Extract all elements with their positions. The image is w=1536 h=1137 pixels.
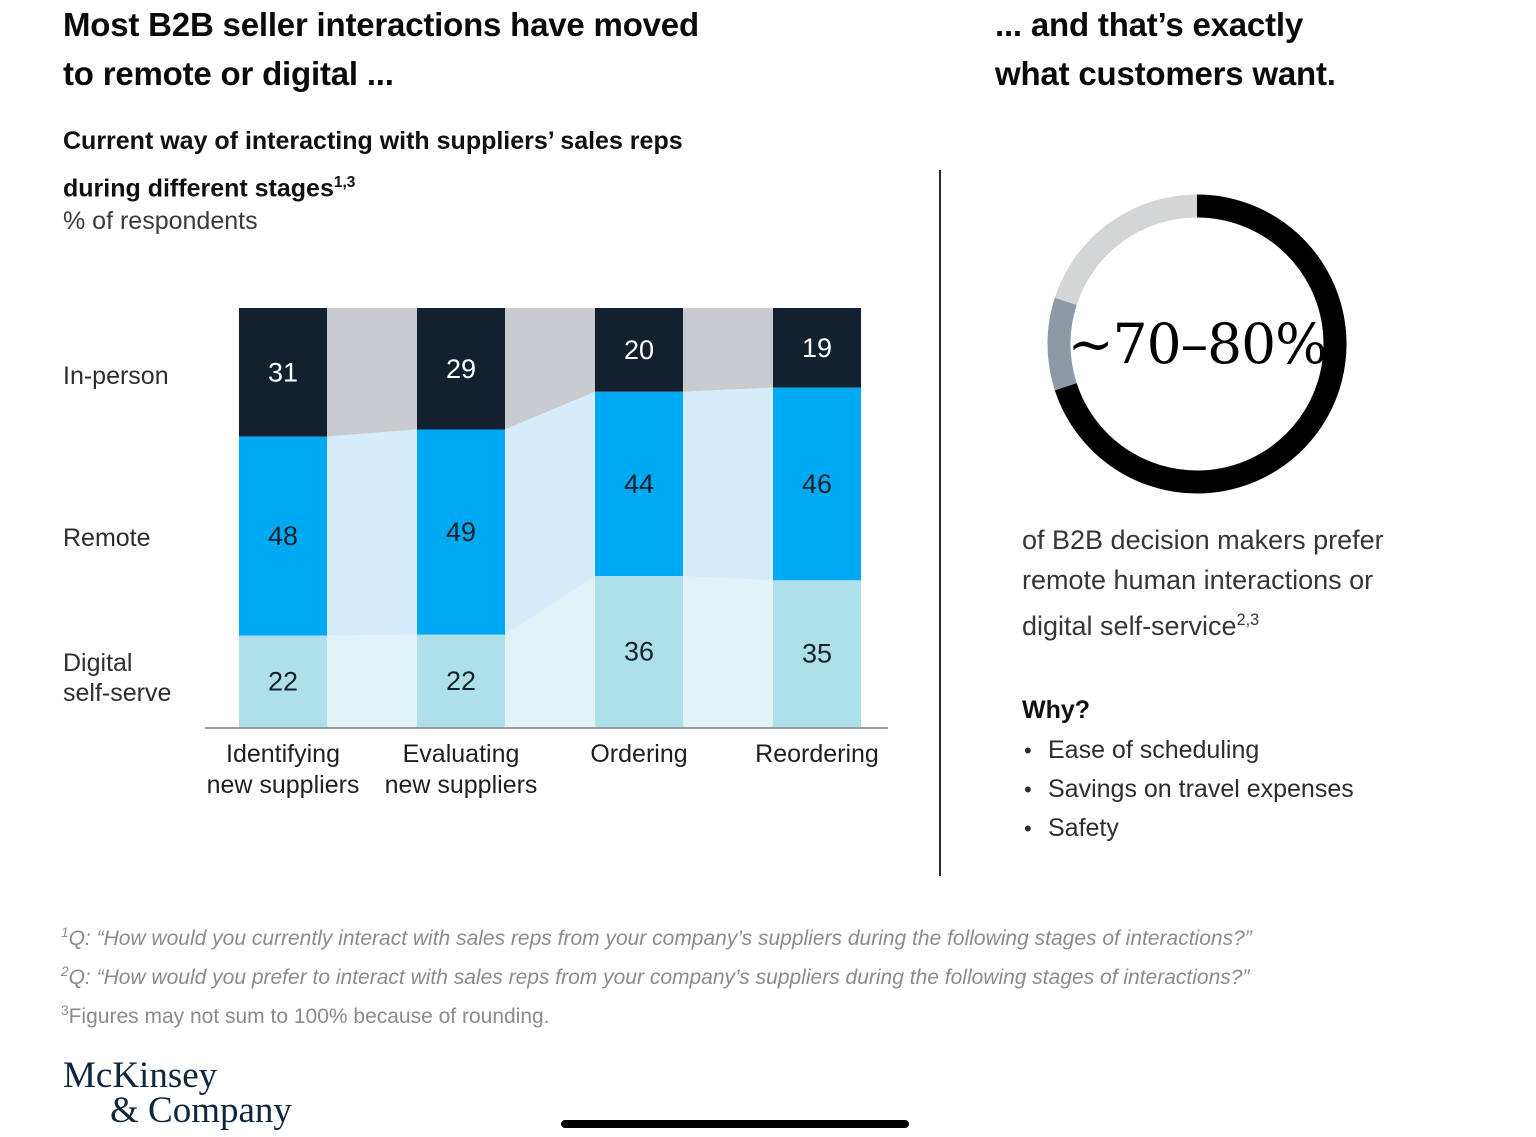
footnote-3: 3Figures may not sum to 100% because of … <box>61 994 1252 1033</box>
donut-segment-prefer-remote-or-digital-lower-bound- <box>1054 194 1347 494</box>
bar-value-label: 22 <box>268 666 298 696</box>
row-label-remote: Remote <box>63 524 151 552</box>
why-bullet-savings-on-travel: Savings on travel expenses <box>1022 770 1354 809</box>
donut-caption-footnote-marker: 2,3 <box>1236 611 1260 629</box>
bar-segment-digital-self-serve <box>595 576 683 727</box>
connector-band-in-person <box>505 308 595 430</box>
donut-segment-remainder <box>1054 194 1198 306</box>
donut-segment-range-to-upper-bound <box>1047 297 1077 391</box>
left-title-line-2: to remote or digital ... <box>63 55 394 92</box>
connector-band-remote <box>505 391 595 635</box>
mckinsey-logo-line-2: & Company <box>110 1090 292 1131</box>
bar-segment-remote <box>595 391 683 577</box>
why-bullet-list: Ease of scheduling Savings on travel exp… <box>1022 731 1354 848</box>
footnote-3-text: Figures may not sum to 100% because of r… <box>68 1005 550 1028</box>
row-label-digital-self-serve: Digital self-serve <box>63 648 171 708</box>
chart-subtitle-line-1: Current way of interacting with supplier… <box>63 127 683 155</box>
row-label-digital-line-1: Digital <box>63 649 133 677</box>
footnote-1-marker: 1 <box>61 925 69 940</box>
category-label-reordering: Reordering <box>697 739 937 770</box>
bar-segment-in-person <box>417 308 505 430</box>
category-label-line: Reordering <box>755 740 879 768</box>
category-label-ordering: Ordering <box>519 739 759 770</box>
bar-value-label: 36 <box>624 637 654 667</box>
bar-value-label: 19 <box>802 333 832 363</box>
left-title-line-1: Most B2B seller interactions have moved <box>63 6 699 43</box>
bar-value-label: 22 <box>446 666 476 696</box>
bar-value-label: 44 <box>624 469 654 499</box>
chart-subtitle-footnote-marker: 1,3 <box>333 174 356 191</box>
connector-band-in-person <box>683 308 773 392</box>
bar-value-label: 46 <box>802 469 832 499</box>
category-label-line: Ordering <box>590 740 688 768</box>
donut-caption: of B2B decision makers prefer remote hum… <box>1022 520 1384 646</box>
category-label-identifying-new-suppliers: Identifying new suppliers <box>163 739 403 801</box>
footnote-1-text: Q: “How would you currently interact wit… <box>68 927 1252 950</box>
connector-band-digital-self-serve <box>683 576 773 727</box>
bar-value-label: 48 <box>268 521 298 551</box>
category-label-line: new suppliers <box>384 771 538 799</box>
row-label-digital-line-2: self-serve <box>63 679 172 707</box>
donut-center-value: ~70–80% <box>1067 312 1328 376</box>
connector-band-remote <box>327 429 417 636</box>
bar-segment-in-person <box>773 308 861 388</box>
bar-segment-remote <box>239 436 327 636</box>
right-title-line-1: ... and that’s exactly <box>995 6 1303 43</box>
why-bullet-safety: Safety <box>1022 809 1354 848</box>
bar-segment-digital-self-serve <box>773 580 861 727</box>
mckinsey-logo-line-1: McKinsey <box>63 1055 218 1096</box>
chart-subtitle-line-2-text: during different stages <box>63 174 334 203</box>
donut-chart <box>1047 194 1347 494</box>
bar-value-label: 20 <box>624 335 654 365</box>
stacked-bar-chart: 31 48 22 29 49 22 20 44 36 19 46 35 <box>205 308 888 729</box>
category-label-line: Evaluating <box>402 740 520 768</box>
donut-caption-line-2: remote human interactions or <box>1022 565 1374 595</box>
bar-segment-in-person <box>239 308 327 437</box>
donut-caption-line-1: of B2B decision makers prefer <box>1022 525 1384 555</box>
chart-subtitle: Current way of interacting with supplier… <box>63 120 683 209</box>
bar-value-label: 35 <box>802 639 832 669</box>
left-title: Most B2B seller interactions have moved … <box>63 0 699 98</box>
footnotes: 1Q: “How would you currently interact wi… <box>61 916 1252 1033</box>
donut-caption-line-3: digital self-service2,3 <box>1022 600 1384 646</box>
bar-value-label: 29 <box>446 354 476 384</box>
footnote-2: 2Q: “How would you prefer to interact wi… <box>61 955 1252 994</box>
footnote-1: 1Q: “How would you currently interact wi… <box>61 916 1252 955</box>
bar-segment-digital-self-serve <box>417 634 505 727</box>
why-heading: Why? <box>1022 696 1091 724</box>
category-label-line: Identifying <box>226 740 340 768</box>
row-label-in-person: In-person <box>63 362 169 390</box>
right-title: ... and that’s exactly what customers wa… <box>995 0 1336 98</box>
bottom-divider-bar <box>561 1120 909 1128</box>
section-divider <box>939 170 941 876</box>
bar-segment-digital-self-serve <box>239 635 327 727</box>
why-bullet-ease-of-scheduling: Ease of scheduling <box>1022 731 1354 770</box>
connector-band-digital-self-serve <box>505 576 595 727</box>
chart-unit-label: % of respondents <box>63 207 258 235</box>
category-label-evaluating-new-suppliers: Evaluating new suppliers <box>341 739 581 801</box>
footnote-2-marker: 2 <box>61 964 69 979</box>
footnote-2-text: Q: “How would you prefer to interact wit… <box>68 966 1250 989</box>
bar-segment-in-person <box>595 308 683 392</box>
bar-value-label: 31 <box>268 357 298 387</box>
connector-band-in-person <box>327 308 417 437</box>
connector-band-remote <box>683 387 773 581</box>
footnote-3-marker: 3 <box>61 1003 69 1018</box>
right-title-line-2: what customers want. <box>995 55 1336 92</box>
bar-segment-remote <box>773 387 861 581</box>
donut-caption-line-3-text: digital self-service <box>1022 611 1237 641</box>
bar-segment-remote <box>417 429 505 635</box>
bar-value-label: 49 <box>446 517 476 547</box>
connector-band-digital-self-serve <box>327 634 417 727</box>
category-label-line: new suppliers <box>206 771 360 799</box>
chart-subtitle-line-2: during different stages1,3 <box>63 162 683 209</box>
